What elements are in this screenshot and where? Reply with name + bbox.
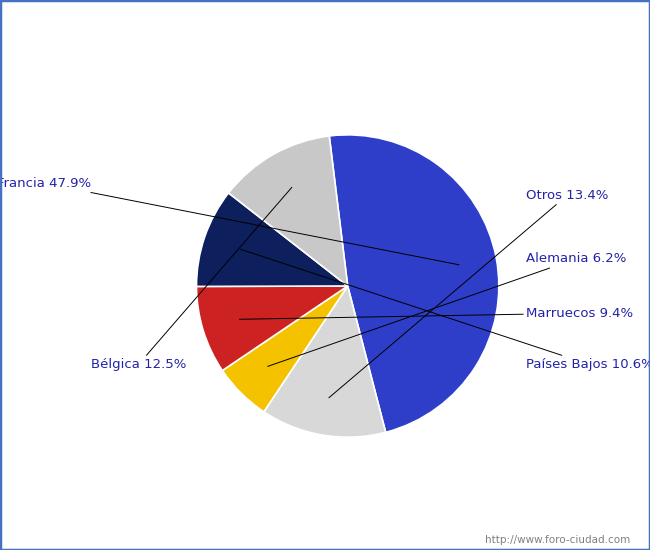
Text: Países Bajos 10.6%: Países Bajos 10.6%: [240, 249, 650, 371]
Text: Marruecos 9.4%: Marruecos 9.4%: [239, 307, 633, 320]
Wedge shape: [330, 135, 499, 432]
Text: http://www.foro-ciudad.com: http://www.foro-ciudad.com: [486, 535, 630, 546]
Wedge shape: [196, 286, 348, 371]
Wedge shape: [229, 136, 348, 286]
Wedge shape: [222, 286, 348, 412]
Text: Bélgica 12.5%: Bélgica 12.5%: [91, 188, 292, 371]
Text: Francia 47.9%: Francia 47.9%: [0, 177, 459, 265]
Text: Otros 13.4%: Otros 13.4%: [329, 189, 608, 398]
Text: Alemania 6.2%: Alemania 6.2%: [268, 252, 627, 366]
Wedge shape: [196, 193, 348, 287]
Text: Alcuéscar - Turistas extranjeros según país - Agosto de 2024: Alcuéscar - Turistas extranjeros según p…: [82, 13, 568, 29]
Wedge shape: [264, 286, 385, 437]
